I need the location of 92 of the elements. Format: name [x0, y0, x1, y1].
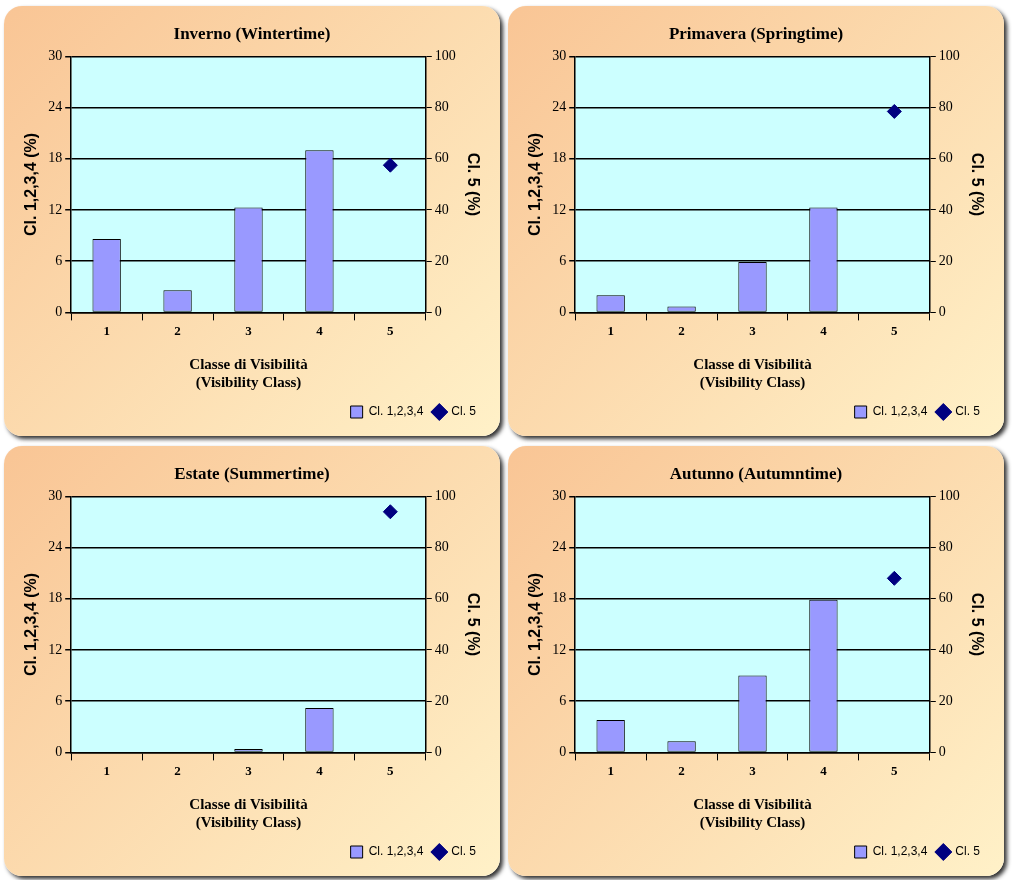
x-tick-label: 3	[245, 322, 253, 338]
x-tick-label: 2	[174, 322, 181, 338]
x-tick-label: 5	[387, 762, 395, 778]
x-tick-label: 4	[820, 322, 828, 338]
y2-axis-title: Cl. 5 (%)	[464, 592, 482, 656]
y2-tick-label: 80	[434, 539, 449, 555]
legend-label: Cl. 5	[451, 844, 477, 859]
y2-tick-label: 40	[938, 201, 953, 217]
y-tick-label: 6	[559, 252, 567, 268]
y-tick-label: 0	[559, 744, 567, 760]
x-tick-label: 1	[103, 762, 110, 778]
y-tick-label: 12	[552, 641, 567, 657]
y-tick-label: 24	[552, 99, 567, 115]
y2-tick-label: 100	[434, 48, 456, 64]
y2-tick-label: 0	[434, 304, 442, 320]
y2-axis-title: Cl. 5 (%)	[968, 592, 986, 656]
y-tick-label: 0	[559, 304, 567, 320]
y2-tick-label: 80	[938, 99, 953, 115]
x-tick-label: 1	[607, 322, 614, 338]
x-tick-label: 1	[607, 762, 614, 778]
y2-tick-label: 0	[938, 744, 946, 760]
x-axis-title: Classe di Visibilità (Visibility Class)	[693, 795, 813, 831]
x-tick-label: 4	[820, 762, 828, 778]
y-tick-label: 6	[559, 692, 567, 708]
y2-axis-title: Cl. 5 (%)	[968, 152, 986, 216]
y2-tick-label: 20	[434, 692, 449, 708]
x-axis-title: Classe di Visibilità (Visibility Class)	[693, 355, 813, 391]
legend-label: Cl. 5	[955, 404, 981, 419]
y-axis-title: Cl. 1,2,3,4 (%)	[22, 572, 40, 676]
y2-tick-label: 100	[434, 488, 456, 504]
chart-title: Autunno (Autumntime)	[669, 463, 843, 483]
y2-tick-label: 80	[938, 539, 953, 555]
x-tick-label: 4	[316, 322, 324, 338]
y2-tick-label: 20	[434, 252, 449, 268]
y-tick-label: 0	[55, 744, 63, 760]
y-tick-label: 18	[552, 150, 567, 166]
y-tick-label: 6	[55, 692, 63, 708]
legend-label: Cl. 1,2,3,4	[872, 404, 928, 419]
chart-title: Inverno (Wintertime)	[173, 23, 331, 43]
y2-tick-label: 100	[938, 488, 960, 504]
y-tick-label: 30	[552, 48, 567, 64]
legend-label: Cl. 1,2,3,4	[368, 844, 424, 859]
y2-tick-label: 60	[434, 150, 449, 166]
y2-tick-label: 60	[434, 590, 449, 606]
x-tick-label: 5	[891, 322, 899, 338]
legend-label: Cl. 5	[451, 404, 477, 419]
y2-tick-label: 0	[434, 744, 442, 760]
x-tick-label: 4	[316, 762, 324, 778]
y2-tick-label: 60	[938, 590, 953, 606]
y-axis-title: Cl. 1,2,3,4 (%)	[526, 132, 544, 236]
y-tick-label: 24	[48, 99, 63, 115]
x-tick-label: 3	[245, 762, 253, 778]
x-tick-label: 5	[891, 762, 899, 778]
y-tick-label: 12	[552, 201, 567, 217]
y-tick-label: 18	[48, 150, 63, 166]
x-tick-label: 3	[749, 762, 757, 778]
y-tick-label: 12	[48, 641, 63, 657]
x-tick-label: 1	[103, 322, 110, 338]
y-tick-label: 30	[48, 488, 63, 504]
y2-tick-label: 40	[434, 641, 449, 657]
y2-tick-label: 40	[938, 641, 953, 657]
y-tick-label: 30	[552, 488, 567, 504]
y2-tick-label: 40	[434, 201, 449, 217]
x-tick-label: 2	[174, 762, 181, 778]
legend-label: Cl. 1,2,3,4	[368, 404, 424, 419]
y-tick-label: 18	[48, 590, 63, 606]
legend-label: Cl. 1,2,3,4	[872, 844, 928, 859]
y-axis-title: Cl. 1,2,3,4 (%)	[22, 132, 40, 236]
x-tick-label: 2	[678, 322, 685, 338]
x-axis-title: Classe di Visibilità (Visibility Class)	[189, 795, 309, 831]
y-tick-label: 18	[552, 590, 567, 606]
y2-tick-label: 80	[434, 99, 449, 115]
y2-tick-label: 20	[938, 692, 953, 708]
y2-axis-title: Cl. 5 (%)	[464, 152, 482, 216]
y2-tick-label: 20	[938, 252, 953, 268]
x-tick-label: 2	[678, 762, 685, 778]
legend-label: Cl. 5	[955, 844, 981, 859]
y-tick-label: 12	[48, 201, 63, 217]
y2-tick-label: 100	[938, 48, 960, 64]
y2-tick-label: 60	[938, 150, 953, 166]
y-tick-label: 0	[55, 304, 63, 320]
chart-title: Estate (Summertime)	[174, 463, 330, 483]
x-axis-title: Classe di Visibilità (Visibility Class)	[189, 355, 309, 391]
y-tick-label: 30	[48, 48, 63, 64]
y2-tick-label: 0	[938, 304, 946, 320]
y-tick-label: 24	[552, 539, 567, 555]
y-tick-label: 6	[55, 252, 63, 268]
y-axis-title: Cl. 1,2,3,4 (%)	[526, 572, 544, 676]
y-tick-label: 24	[48, 539, 63, 555]
x-tick-label: 5	[387, 322, 395, 338]
chart-title: Primavera (Springtime)	[668, 23, 844, 43]
x-tick-label: 3	[749, 322, 757, 338]
